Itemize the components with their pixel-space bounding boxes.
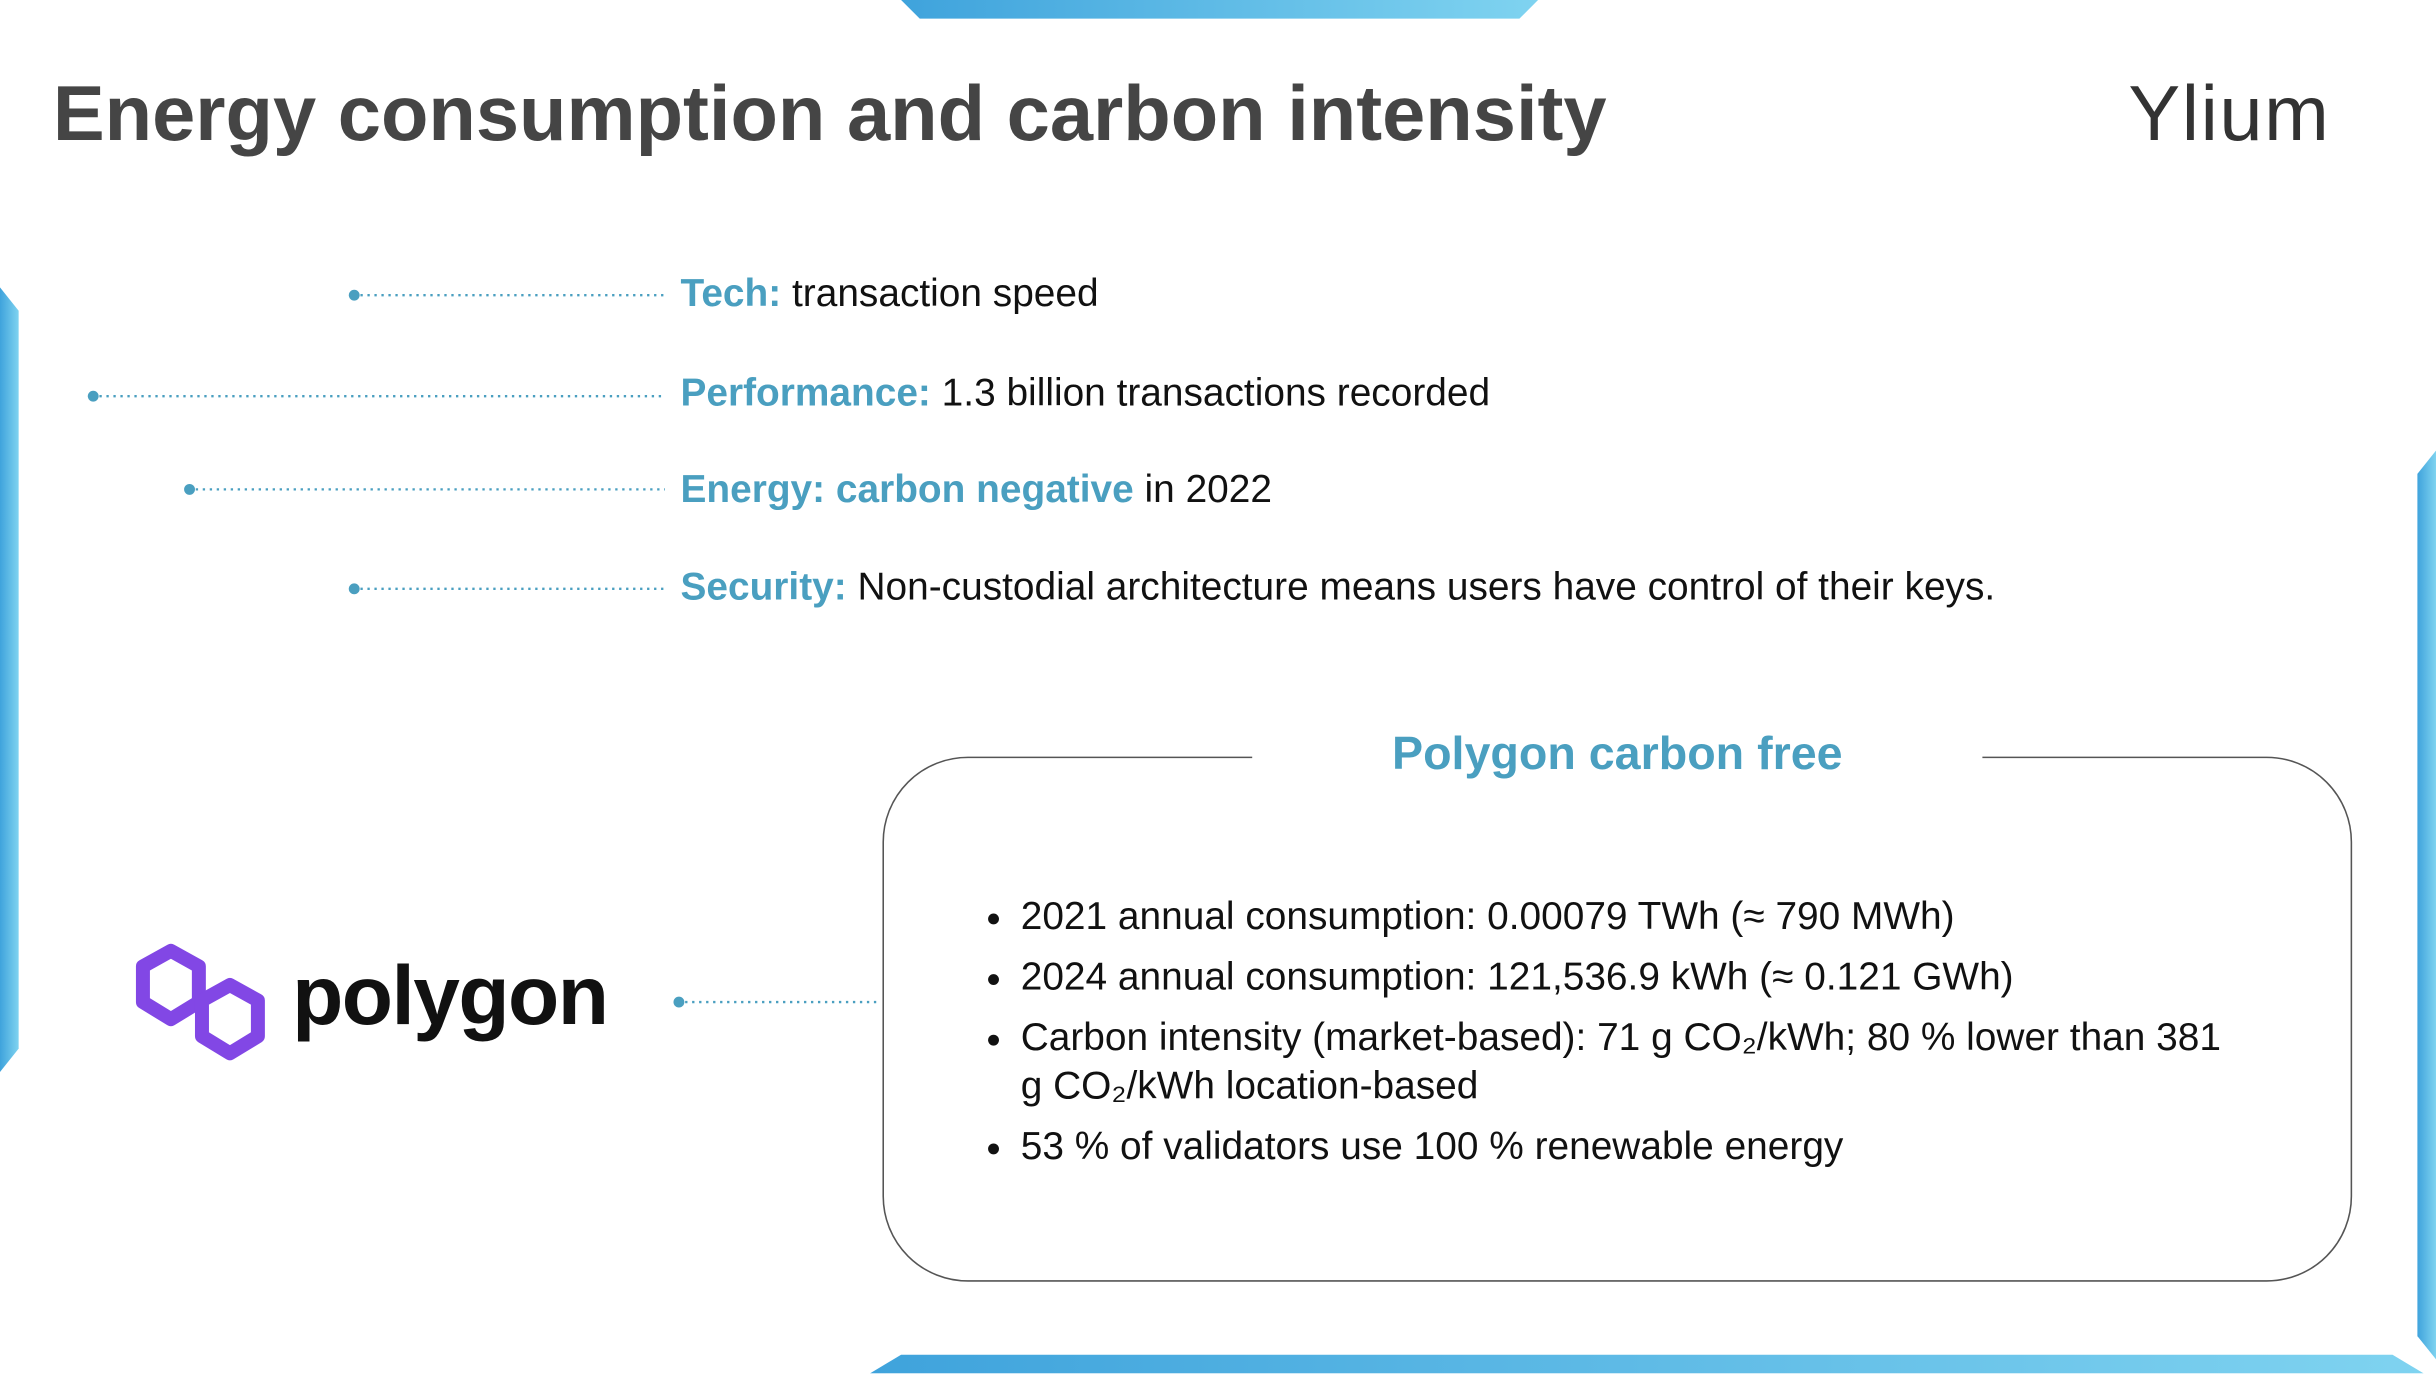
bullet: Tech: transaction speed	[680, 270, 1098, 317]
bullet-text: 1.3 billion transactions recorded	[941, 371, 1491, 415]
bullet-text: Non-custodial architecture means users h…	[857, 565, 1996, 610]
bullet-label: Tech:	[680, 271, 782, 316]
logo: Ylium	[2128, 69, 2331, 157]
bullet: Energy: carbon negative in 2022	[680, 466, 1272, 513]
brand-name: polygon	[292, 949, 609, 1043]
bullet-text: transaction speed	[791, 271, 1099, 316]
title: Energy consumption and carbon intensity	[52, 69, 1607, 157]
box-item: 2021 annual consumption: 0.00079 TWh (≈ …	[1021, 893, 2248, 941]
bullet-label: Performance:	[680, 371, 931, 415]
box-item: Carbon intensity (market-based): 71 g CO…	[1021, 1015, 2248, 1111]
bullet: Performance: 1.3 billion transactions re…	[680, 370, 1490, 417]
box-item: 2024 annual consumption: 121,536.9 kWh (…	[1021, 954, 2248, 1002]
box-list: 2021 annual consumption: 0.00079 TWh (≈ …	[976, 893, 2248, 1184]
bullet-label: Security:	[680, 565, 847, 610]
box-item: 53 % of validators use 100 % renewable e…	[1021, 1123, 2248, 1171]
bullet-text: in 2022	[1144, 467, 1272, 512]
bullet: Security: Non-custodial architecture mea…	[680, 564, 1995, 611]
bullet-label: Energy: carbon negative	[680, 467, 1134, 512]
box-title: Polygon carbon free	[1252, 727, 1983, 784]
